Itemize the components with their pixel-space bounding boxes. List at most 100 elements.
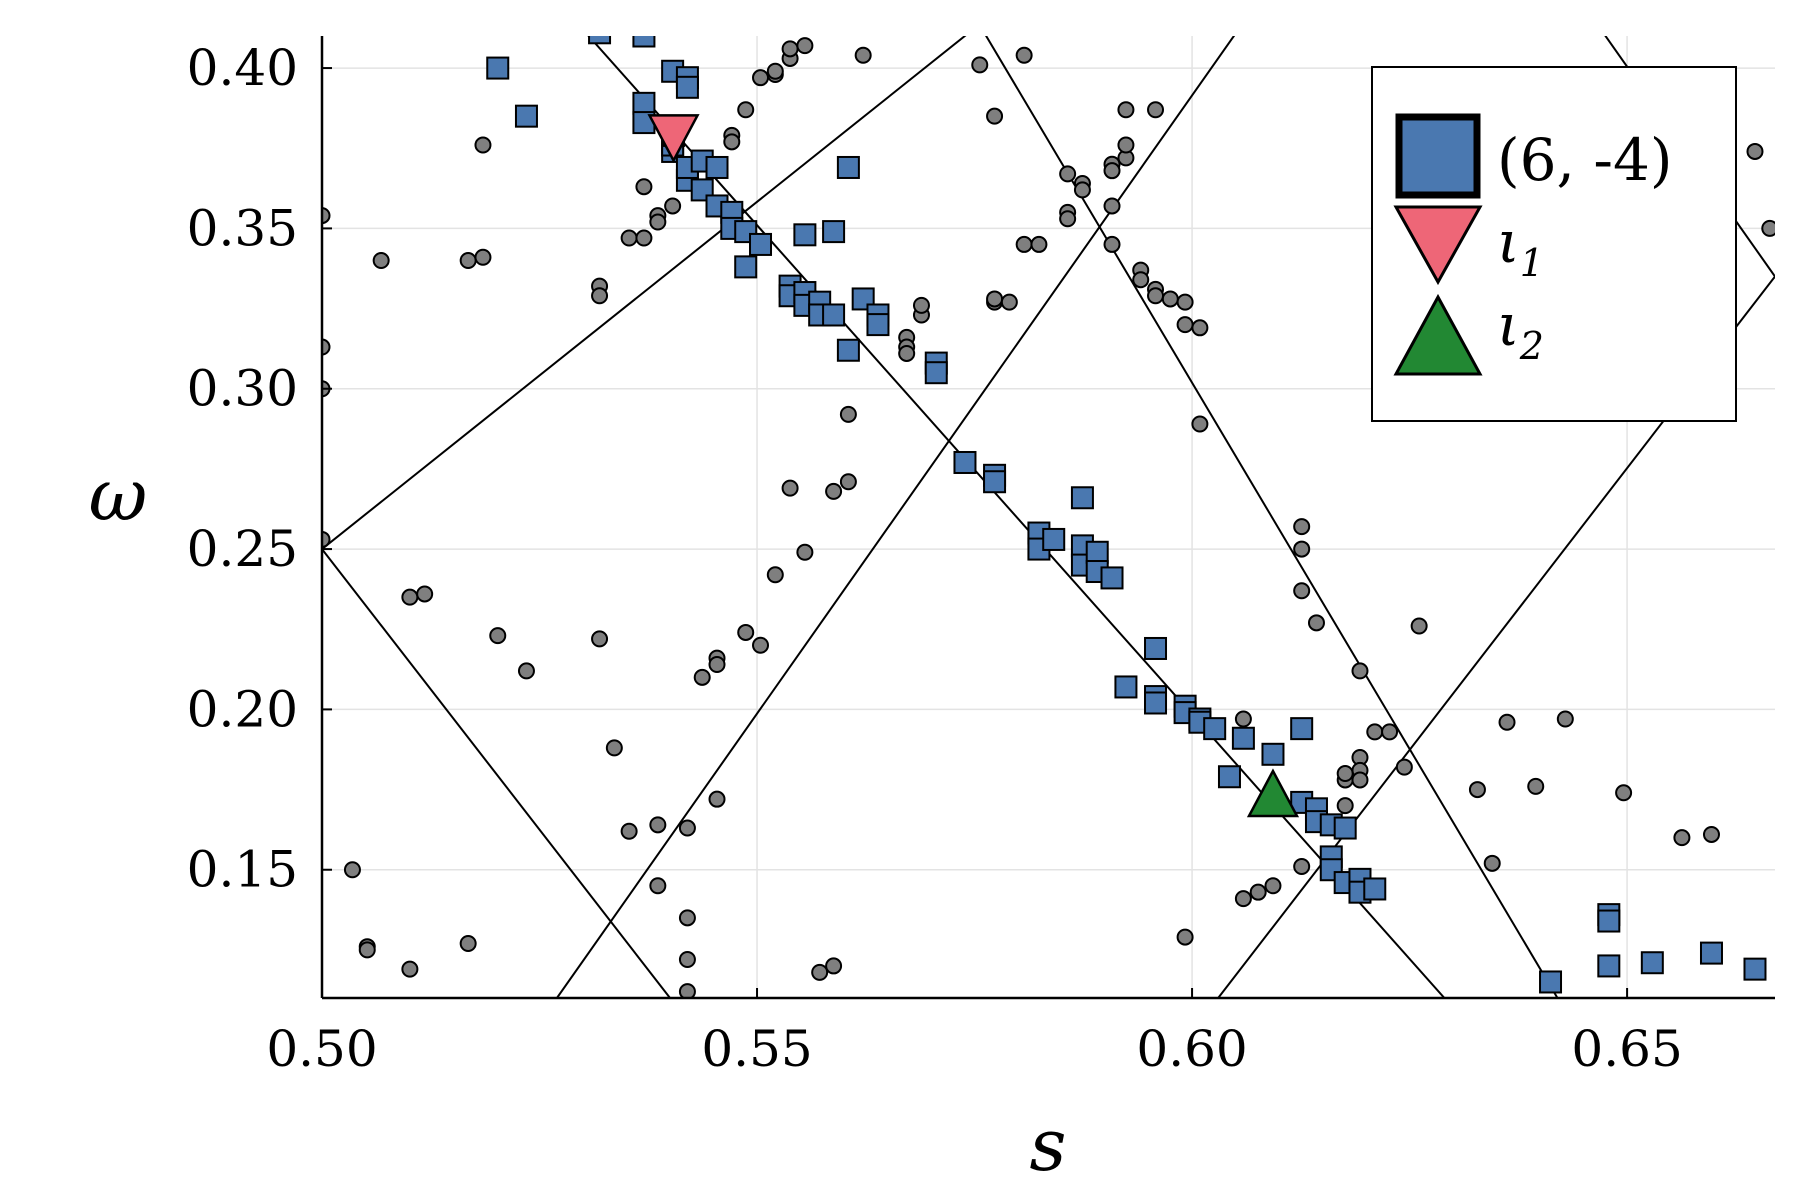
- background-point: [678, 819, 696, 837]
- background-point: [1103, 162, 1121, 180]
- background-point: [1351, 771, 1369, 789]
- legend-label-iota1: ι1: [1497, 208, 1544, 285]
- background-point: [1161, 290, 1179, 308]
- background-point: [322, 530, 331, 548]
- background-point: [1498, 713, 1516, 731]
- legend-triangle-down-marker: [1393, 205, 1483, 286]
- background-point: [1132, 271, 1150, 289]
- background-point: [854, 46, 872, 64]
- x-tick-labels: 0.50 0.55 0.60 0.65: [266, 1020, 1682, 1078]
- background-point: [986, 290, 1004, 308]
- series-point-6-minus-4: [749, 232, 773, 256]
- series-point-6-minus-4: [1114, 675, 1138, 699]
- series-point-6-minus-4: [1203, 717, 1227, 741]
- y-axis-title: ω: [89, 453, 148, 537]
- background-point: [649, 213, 667, 231]
- background-point: [678, 951, 696, 969]
- background-point: [401, 960, 419, 978]
- series-point-6-minus-4: [1231, 726, 1255, 750]
- background-point: [1000, 293, 1018, 311]
- series-point-6-minus-4: [1597, 909, 1621, 933]
- background-point: [678, 983, 696, 998]
- series-point-6-minus-4: [1290, 717, 1314, 741]
- background-point: [1395, 758, 1413, 776]
- background-point: [358, 941, 376, 959]
- background-point: [1527, 777, 1545, 795]
- line-ascending-1: [322, 36, 967, 550]
- background-point: [781, 40, 799, 58]
- background-point: [459, 251, 477, 269]
- series-point-6-minus-4: [514, 104, 538, 128]
- background-point: [796, 543, 814, 561]
- background-point: [591, 287, 609, 305]
- background-point: [1073, 181, 1091, 199]
- iota-markers: [647, 114, 1300, 818]
- series-point-6-minus-4: [1333, 816, 1357, 840]
- background-point: [1059, 210, 1077, 228]
- background-point: [343, 861, 361, 879]
- series-point-6-minus-4: [588, 36, 612, 45]
- series-point-6-minus-4: [486, 56, 510, 80]
- background-point: [737, 101, 755, 119]
- background-point: [1234, 710, 1252, 728]
- background-point: [1191, 415, 1209, 433]
- background-points: [322, 37, 1775, 998]
- background-point: [898, 344, 916, 362]
- background-point: [1293, 518, 1311, 536]
- y-tick-label: 0.40: [187, 39, 298, 97]
- y-tick-labels: 0.15 0.20 0.25 0.30 0.35 0.40: [187, 39, 298, 899]
- legend-triangle-up-marker: [1393, 293, 1483, 376]
- iota1-marker: [647, 114, 700, 164]
- background-point: [1249, 883, 1267, 901]
- legend-label-iota2-symbol: ι: [1497, 291, 1520, 359]
- background-point: [1059, 165, 1077, 183]
- background-point: [1556, 710, 1574, 728]
- background-point: [474, 136, 492, 154]
- background-point: [1176, 316, 1194, 334]
- series-point-6-minus-4: [632, 36, 656, 48]
- iota2-marker: [1246, 768, 1300, 818]
- background-point: [825, 482, 843, 500]
- background-point: [416, 585, 434, 603]
- series-point-6-minus-4: [822, 303, 846, 327]
- background-point: [1103, 235, 1121, 253]
- background-point: [459, 934, 477, 952]
- background-point: [649, 816, 667, 834]
- line-descending-2: [587, 36, 1446, 998]
- background-point: [1293, 540, 1311, 558]
- series-point-6-minus-4: [1699, 941, 1723, 965]
- background-point: [1015, 235, 1033, 253]
- background-point: [1702, 825, 1720, 843]
- background-point: [489, 627, 507, 645]
- background-point: [1234, 890, 1252, 908]
- background-point: [723, 133, 741, 151]
- background-point: [1307, 614, 1325, 632]
- background-point: [517, 662, 535, 680]
- background-point: [1468, 781, 1486, 799]
- series-point-6-minus-4: [632, 91, 656, 115]
- x-tick-label: 0.50: [266, 1020, 377, 1078]
- legend-label-6-minus-4: (6, -4): [1497, 126, 1673, 194]
- series-point-6-minus-4: [675, 75, 699, 99]
- line-descending-1: [322, 548, 671, 998]
- background-point: [1117, 101, 1135, 119]
- series-point-6-minus-4: [1144, 636, 1168, 660]
- background-point: [620, 229, 638, 247]
- legend-label-iota1-symbol: ι: [1497, 208, 1520, 276]
- background-point: [912, 296, 930, 314]
- background-point: [1103, 197, 1121, 215]
- series-point-6-minus-4: [1217, 765, 1241, 789]
- background-point: [839, 405, 857, 423]
- background-point: [322, 338, 331, 356]
- background-point: [620, 822, 638, 840]
- legend: (6, -4) ι1 ι2: [1371, 66, 1737, 422]
- background-point: [401, 588, 419, 606]
- series-point-6-minus-4: [793, 223, 817, 247]
- legend-square-marker: [1395, 113, 1481, 199]
- background-point: [766, 62, 784, 80]
- background-point: [1761, 219, 1775, 237]
- background-point: [635, 229, 653, 247]
- background-point: [474, 248, 492, 266]
- background-point: [1293, 858, 1311, 876]
- series-point-6-minus-4: [734, 255, 758, 279]
